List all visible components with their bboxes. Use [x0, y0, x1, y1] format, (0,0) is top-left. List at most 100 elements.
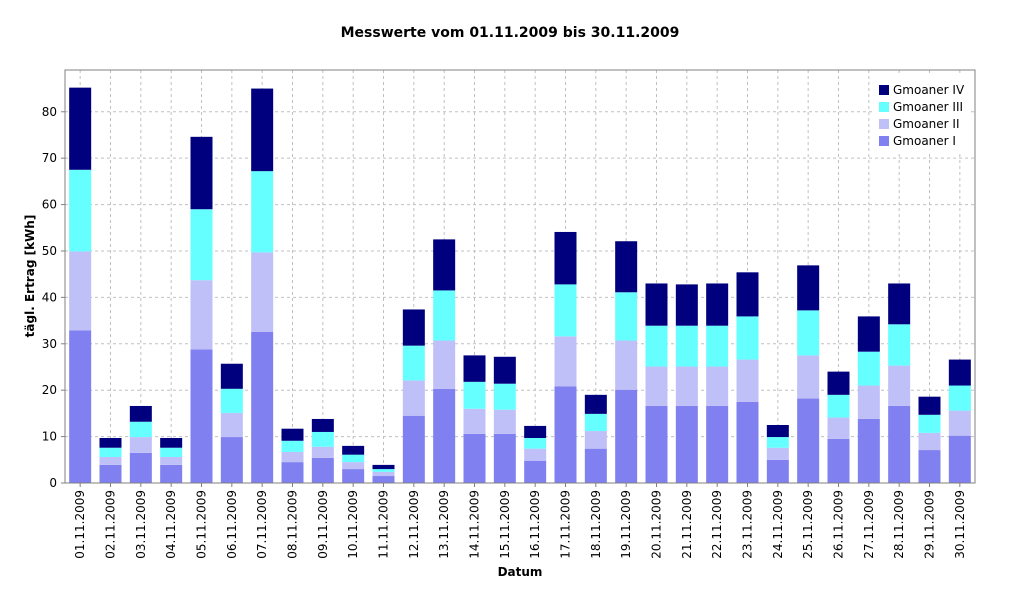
x-tick-label: 21.11.2009 — [680, 490, 694, 559]
bar-segment — [160, 464, 183, 483]
bar-segment — [311, 457, 334, 483]
bar-segment — [554, 336, 577, 387]
y-tick-label: 60 — [42, 198, 57, 212]
x-tick-label: 16.11.2009 — [528, 490, 542, 559]
bar-segment — [706, 405, 729, 483]
bar-segment — [160, 437, 183, 448]
y-tick-label: 20 — [42, 383, 57, 397]
bar-segment — [342, 445, 365, 455]
bar-segment — [675, 405, 698, 483]
bar-segment — [281, 462, 304, 483]
bar-segment — [463, 381, 486, 409]
x-tick-label: 15.11.2009 — [498, 490, 512, 559]
bar-segment — [645, 405, 668, 483]
bar-segment — [493, 383, 516, 410]
bar-segment — [129, 405, 152, 422]
bar-segment — [857, 316, 880, 352]
x-tick-label: 27.11.2009 — [862, 490, 876, 559]
bar-segment — [311, 446, 334, 458]
legend-swatch — [879, 136, 889, 146]
x-tick-label: 25.11.2009 — [801, 490, 815, 559]
chart-title: Messwerte vom 01.11.2009 bis 30.11.2009 — [341, 25, 680, 41]
bar-segment — [554, 284, 577, 337]
bar-segment — [584, 413, 607, 432]
plot-area — [65, 70, 975, 483]
bar-segment — [645, 366, 668, 406]
bar-segment — [888, 365, 911, 406]
bar-segment — [372, 471, 395, 477]
bar-segment — [433, 340, 456, 389]
y-tick-label: 50 — [42, 244, 57, 258]
bar-segment — [554, 386, 577, 483]
bar-segment — [372, 469, 395, 472]
x-tick-label: 28.11.2009 — [892, 490, 906, 559]
bar-segment — [129, 437, 152, 453]
bar-segment — [675, 284, 698, 326]
bar-segment — [342, 454, 365, 463]
bar-segment — [797, 265, 820, 311]
bar-segment — [857, 351, 880, 386]
bar-segment — [766, 447, 789, 460]
bar-segment — [190, 209, 213, 281]
x-tick-label: 13.11.2009 — [437, 490, 451, 559]
x-tick-label: 19.11.2009 — [619, 490, 633, 559]
legend: Gmoaner IV Gmoaner III Gmoaner II Gmoaner I — [875, 76, 969, 154]
bar-segment — [342, 462, 365, 470]
bar-segment — [433, 388, 456, 483]
bar-segment — [736, 316, 759, 360]
bar-segment — [918, 414, 941, 433]
bar-segment — [827, 438, 850, 483]
x-tick-label: 26.11.2009 — [832, 490, 846, 559]
legend-label: Gmoaner IV — [893, 83, 965, 97]
bar-segment — [524, 425, 547, 438]
bar-segment — [645, 325, 668, 367]
bar-segment — [888, 405, 911, 483]
bar-segment — [99, 437, 122, 448]
legend-box — [875, 76, 969, 154]
bar-segment — [948, 435, 971, 483]
y-tick-label: 10 — [42, 430, 57, 444]
bar-segment — [160, 457, 183, 465]
bar-segment — [888, 324, 911, 366]
bar-segment — [281, 440, 304, 452]
y-axis-label: tägl. Ertrag [kWh] — [23, 215, 37, 338]
bar-segment — [220, 412, 243, 438]
x-tick-label: 23.11.2009 — [741, 490, 755, 559]
bar-segment — [69, 87, 92, 170]
bar-segment — [615, 340, 638, 390]
bar-segment — [706, 283, 729, 326]
bar-segment — [463, 433, 486, 483]
x-tick-label: 01.11.2009 — [73, 490, 87, 559]
bar-segment — [99, 464, 122, 483]
bar-segment — [220, 388, 243, 413]
y-tick-label: 0 — [49, 476, 57, 490]
bar-segment — [342, 469, 365, 483]
bar-segment — [372, 476, 395, 483]
x-tick-label: 11.11.2009 — [377, 490, 391, 559]
legend-label: Gmoaner I — [893, 134, 956, 148]
bar-segment — [797, 355, 820, 399]
bar-segment — [160, 447, 183, 458]
bar-segment — [736, 272, 759, 317]
bar-segment — [857, 418, 880, 483]
bar-segment — [584, 431, 607, 449]
x-tick-label: 10.11.2009 — [346, 490, 360, 559]
bar-segment — [797, 310, 820, 356]
bar-segment — [311, 418, 334, 432]
y-tick-label: 80 — [42, 105, 57, 119]
bar-segment — [675, 325, 698, 367]
legend-swatch — [879, 102, 889, 112]
bar-segment — [736, 359, 759, 402]
bar-segment — [524, 460, 547, 483]
bar-segment — [918, 450, 941, 483]
bar-segment — [706, 325, 729, 367]
bar-segment — [827, 417, 850, 439]
x-tick-label: 04.11.2009 — [164, 490, 178, 559]
bar-segment — [402, 415, 425, 483]
bar-segment — [948, 410, 971, 436]
bar-segment — [251, 331, 274, 483]
y-tick-label: 30 — [42, 337, 57, 351]
legend-label: Gmoaner III — [893, 100, 963, 114]
